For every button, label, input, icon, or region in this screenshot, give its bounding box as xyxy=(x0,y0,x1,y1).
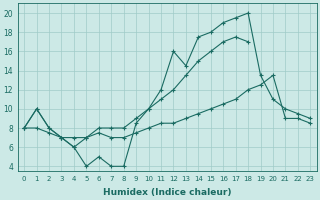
X-axis label: Humidex (Indice chaleur): Humidex (Indice chaleur) xyxy=(103,188,231,197)
